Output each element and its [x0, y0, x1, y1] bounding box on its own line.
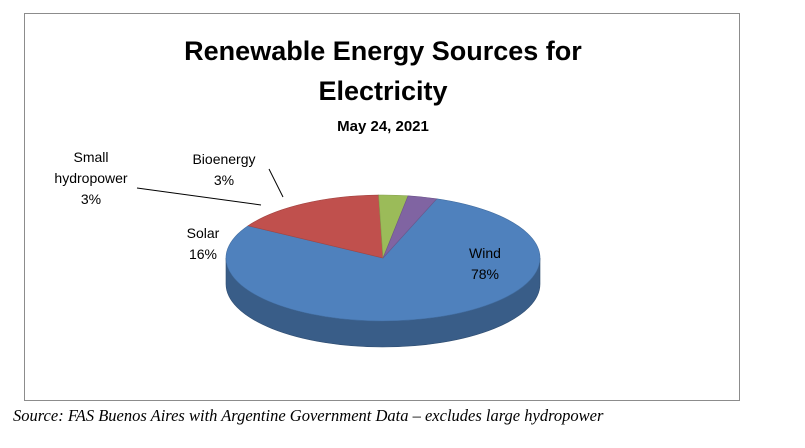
pie-label-name-small-hydropower: hydropower: [54, 170, 127, 186]
source-note: Source: FAS Buenos Aires with Argentine …: [13, 406, 604, 425]
pie-label-wind: Wind 78%: [469, 245, 501, 282]
leader-line-small-hydropower: [136, 187, 262, 206]
pie-label-name-solar: Solar: [187, 225, 220, 241]
pie-chart: Wind 78%Solar 16%Small hydropower 3%Bioenerg…: [54, 149, 541, 348]
pie-slice-wind: [225, 198, 541, 322]
chart-title-line1: Renewable Energy Sources for: [184, 36, 582, 66]
chart-frame: Renewable Energy Sources for Electricity…: [24, 13, 740, 401]
pie-label-bioenergy: Bioenergy 3%: [192, 151, 255, 188]
leader-line-bioenergy: [268, 168, 284, 198]
pie-slice-bioenergy: [382, 195, 438, 259]
pie-label-value-bioenergy: 3%: [214, 172, 234, 188]
pie-label-value-solar: 16%: [189, 246, 217, 262]
pie-slice-solar: [247, 194, 384, 259]
pie-label-name-small-hydropower: Small: [73, 149, 108, 165]
pie-label-name-wind: Wind: [469, 245, 501, 261]
pie-label-small-hydropower: Small hydropower 3%: [54, 149, 127, 207]
pie-label-value-wind: 78%: [471, 266, 499, 282]
pie-labels-group: Wind 78%Solar 16%Small hydropower 3%Bioenerg…: [54, 149, 501, 282]
pie-label-solar: Solar 16%: [187, 225, 220, 262]
pie-leader-lines: [136, 168, 284, 206]
chart-subtitle: May 24, 2021: [337, 118, 429, 135]
pie-top-group: [225, 194, 541, 322]
pie-label-value-small-hydropower: 3%: [81, 191, 101, 207]
chart-title-line2: Electricity: [318, 76, 448, 106]
pie-label-name-bioenergy: Bioenergy: [192, 151, 255, 167]
